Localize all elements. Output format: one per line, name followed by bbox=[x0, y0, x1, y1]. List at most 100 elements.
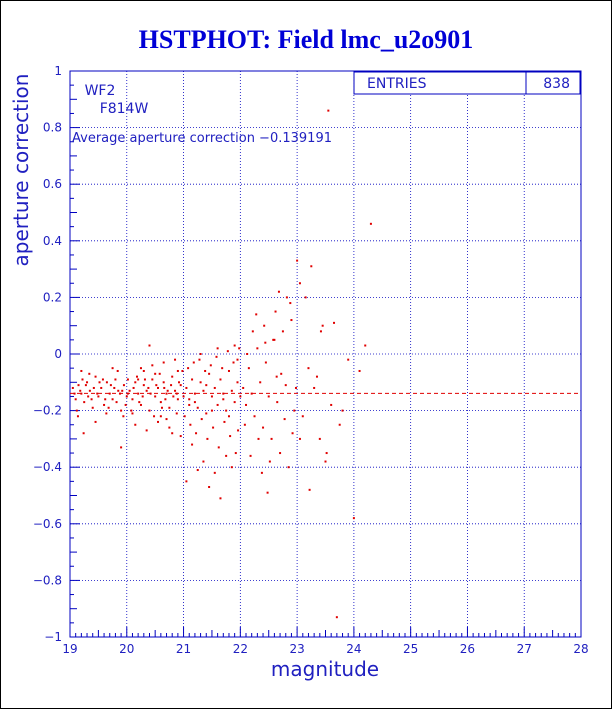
data-point bbox=[162, 381, 165, 384]
data-point bbox=[208, 372, 211, 375]
data-point bbox=[108, 392, 111, 395]
data-point bbox=[230, 466, 233, 469]
data-point bbox=[141, 395, 144, 398]
data-point bbox=[168, 426, 171, 429]
data-point bbox=[174, 389, 177, 392]
data-point bbox=[191, 378, 194, 381]
data-point bbox=[187, 367, 190, 370]
data-point bbox=[266, 491, 269, 494]
data-point bbox=[142, 384, 145, 387]
data-point bbox=[159, 415, 162, 418]
data-point bbox=[234, 452, 237, 455]
axis-ticks bbox=[69, 70, 582, 638]
data-point bbox=[296, 259, 299, 262]
data-point bbox=[101, 378, 104, 381]
data-point bbox=[92, 386, 95, 389]
data-point bbox=[104, 398, 107, 401]
data-point bbox=[82, 432, 85, 435]
data-point bbox=[114, 378, 117, 381]
data-point bbox=[219, 497, 222, 500]
data-point bbox=[189, 423, 192, 426]
data-point bbox=[137, 378, 140, 381]
data-point bbox=[100, 386, 103, 389]
data-point bbox=[237, 429, 240, 432]
data-point bbox=[122, 384, 125, 387]
x-tick-labels: 19 20 21 22 23 24 25 26 27 28 bbox=[62, 642, 588, 656]
data-point bbox=[219, 378, 222, 381]
data-point bbox=[196, 469, 199, 472]
data-point bbox=[103, 403, 106, 406]
data-point bbox=[120, 409, 123, 412]
data-point bbox=[80, 392, 83, 395]
data-point bbox=[175, 412, 178, 415]
data-point bbox=[210, 395, 213, 398]
y-tick-label: 0.4 bbox=[43, 234, 62, 248]
data-point bbox=[249, 454, 252, 457]
x-tick-label: 23 bbox=[289, 642, 304, 656]
data-point bbox=[88, 372, 91, 375]
data-point bbox=[145, 429, 148, 432]
data-point bbox=[321, 324, 324, 327]
x-tick-label: 26 bbox=[460, 642, 475, 656]
data-point bbox=[157, 420, 160, 423]
data-point bbox=[174, 358, 177, 361]
data-point bbox=[243, 423, 246, 426]
data-point bbox=[204, 369, 207, 372]
data-point bbox=[94, 420, 97, 423]
data-point bbox=[117, 389, 120, 392]
data-point bbox=[171, 432, 174, 435]
data-point bbox=[181, 369, 184, 372]
data-point bbox=[364, 344, 367, 347]
data-point bbox=[277, 290, 280, 293]
x-axis-label: magnitude bbox=[271, 657, 379, 681]
data-point bbox=[151, 378, 154, 381]
data-point bbox=[239, 395, 242, 398]
data-point bbox=[113, 386, 116, 389]
x-tick-label: 19 bbox=[62, 642, 77, 656]
data-point bbox=[333, 321, 336, 324]
data-point bbox=[97, 395, 100, 398]
data-point bbox=[221, 367, 224, 370]
data-point bbox=[143, 378, 146, 381]
data-point bbox=[347, 358, 350, 361]
data-point bbox=[250, 392, 253, 395]
data-point bbox=[135, 375, 138, 378]
data-point bbox=[206, 437, 209, 440]
data-point bbox=[276, 401, 279, 404]
data-point bbox=[109, 384, 112, 387]
data-points bbox=[71, 109, 372, 619]
data-point bbox=[233, 344, 236, 347]
data-point bbox=[304, 296, 307, 299]
data-point bbox=[188, 398, 191, 401]
data-point bbox=[91, 406, 94, 409]
data-point bbox=[327, 109, 330, 112]
data-point bbox=[130, 409, 133, 412]
data-point bbox=[210, 409, 213, 412]
data-point bbox=[188, 403, 191, 406]
data-point bbox=[149, 392, 152, 395]
data-point bbox=[107, 406, 110, 409]
data-point bbox=[212, 426, 215, 429]
data-point bbox=[159, 401, 162, 404]
data-point bbox=[131, 398, 134, 401]
data-point bbox=[134, 423, 137, 426]
data-point bbox=[182, 395, 185, 398]
data-point bbox=[96, 392, 99, 395]
data-point bbox=[165, 392, 168, 395]
data-point bbox=[319, 330, 322, 333]
data-point bbox=[164, 398, 167, 401]
data-point bbox=[147, 386, 150, 389]
data-point bbox=[126, 378, 129, 381]
data-point bbox=[84, 384, 87, 387]
data-point bbox=[216, 347, 219, 350]
data-point bbox=[118, 392, 121, 395]
y-tick-label: −0.6 bbox=[33, 517, 62, 531]
data-point bbox=[111, 398, 114, 401]
data-point bbox=[223, 420, 226, 423]
data-point bbox=[230, 389, 233, 392]
data-point bbox=[222, 398, 225, 401]
data-point bbox=[308, 488, 311, 491]
stats-entries-label: ENTRIES bbox=[367, 76, 427, 92]
data-point bbox=[126, 392, 129, 395]
